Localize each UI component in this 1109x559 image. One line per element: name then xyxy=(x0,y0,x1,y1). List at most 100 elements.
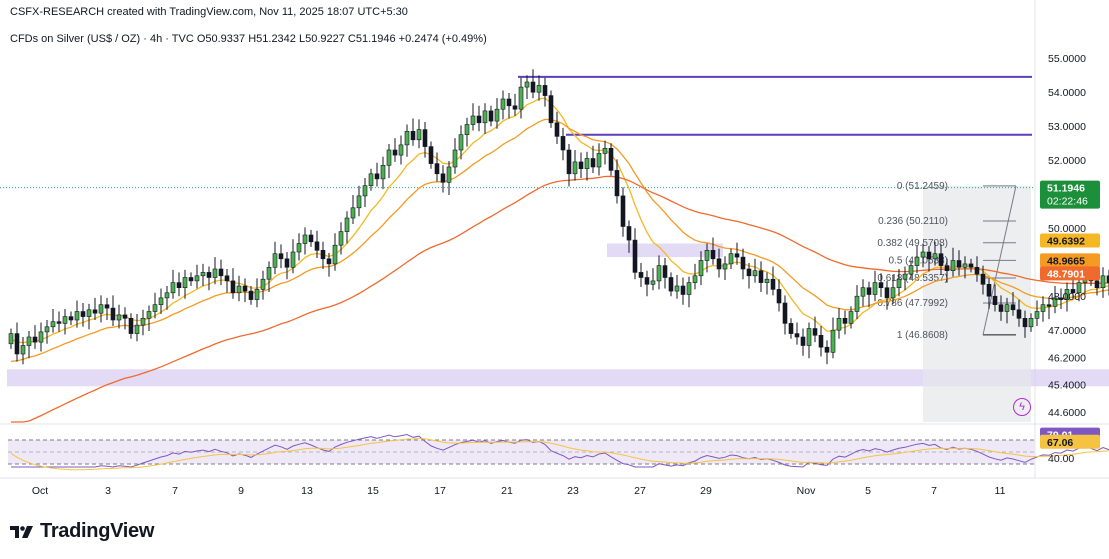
candle-body xyxy=(512,105,518,110)
fib-level-label: 0.618 (48.5357) xyxy=(877,273,948,284)
candle-body xyxy=(26,336,32,346)
time-tick-label: 21 xyxy=(501,485,513,497)
rsi-tag-bg xyxy=(1040,434,1100,449)
candle-body xyxy=(536,85,542,93)
candle-body xyxy=(992,295,998,306)
candle-body xyxy=(794,333,800,338)
candle-body xyxy=(704,250,710,261)
candle-body xyxy=(320,250,326,260)
candle-body xyxy=(752,270,758,277)
candle-body xyxy=(926,251,932,260)
candle-body xyxy=(506,98,512,107)
candle-body xyxy=(86,309,92,317)
candle-body xyxy=(272,253,278,268)
candle-body xyxy=(260,278,266,290)
candle-body xyxy=(380,165,386,180)
candle-body xyxy=(716,258,722,270)
candle-body xyxy=(488,110,494,122)
time-tick-label: 9 xyxy=(238,485,244,497)
price-tag-bg xyxy=(1040,266,1100,281)
fib-level-label: 0.786 (47.7992) xyxy=(877,298,948,309)
candle-body xyxy=(338,231,344,246)
candle-body xyxy=(608,148,614,171)
candle-body xyxy=(386,149,392,166)
candle-body xyxy=(572,161,578,175)
candle-body xyxy=(860,287,866,297)
candle-body xyxy=(908,265,914,275)
candle-body xyxy=(1004,304,1010,312)
candle-body xyxy=(416,129,422,141)
candle-body xyxy=(896,278,902,289)
price-tick-label: 47.0000 xyxy=(1048,325,1086,337)
candle-body xyxy=(746,268,752,277)
candle-body xyxy=(74,311,80,321)
time-tick-label: 29 xyxy=(700,485,712,497)
symbol-legend[interactable]: CFDs on Silver (US$ / OZ) · 4h · TVC O50… xyxy=(10,33,487,45)
candle-body xyxy=(152,304,158,312)
candle-body xyxy=(1022,317,1028,328)
candle-body xyxy=(1034,311,1040,319)
candle-body xyxy=(668,277,674,292)
candle-body xyxy=(62,316,68,324)
candle-body xyxy=(968,263,974,268)
candle-body xyxy=(350,207,356,219)
candle-body xyxy=(980,273,986,285)
candle-body xyxy=(842,317,848,324)
rsi-ma-line xyxy=(10,437,1109,471)
candle-body xyxy=(1028,317,1034,328)
price-tick-label: 55.0000 xyxy=(1048,53,1086,65)
candle-body xyxy=(440,173,446,183)
candle-body xyxy=(188,277,194,282)
candle-body xyxy=(1064,289,1070,300)
time-tick-label: 7 xyxy=(931,485,937,497)
candle-body xyxy=(56,321,62,324)
candle-body xyxy=(428,146,434,164)
candle-body xyxy=(854,295,860,312)
candle-body xyxy=(812,328,818,336)
candle-body xyxy=(818,334,824,348)
rsi-tag-label: 67.06 xyxy=(1047,437,1073,449)
candle-body xyxy=(566,149,572,175)
candle-body xyxy=(662,265,668,278)
tradingview-logo-icon xyxy=(10,525,33,538)
price-tick-label: 44.6000 xyxy=(1048,407,1086,419)
candle-body xyxy=(1058,297,1064,300)
candle-body xyxy=(98,304,104,314)
candle-body xyxy=(938,253,944,266)
price-tick-label: 53.0000 xyxy=(1048,121,1086,133)
candle-body xyxy=(446,166,452,183)
candle-body xyxy=(590,158,596,168)
price-tick-label: 48.0000 xyxy=(1048,291,1086,303)
candle-body xyxy=(122,314,128,319)
candle-body xyxy=(458,134,464,151)
candle-body xyxy=(596,153,602,168)
candle-body xyxy=(710,250,716,260)
candle-body xyxy=(800,336,806,346)
candle-body xyxy=(1052,297,1058,307)
rsi-tick-label: 40.00 xyxy=(1048,453,1074,465)
candle-body xyxy=(974,266,980,275)
candle-body xyxy=(914,256,920,266)
candle-body xyxy=(500,98,506,110)
candle-body xyxy=(950,260,956,271)
candle-body xyxy=(524,81,530,88)
candle-body xyxy=(206,272,212,278)
candle-body xyxy=(578,161,584,169)
candle-body xyxy=(248,290,254,300)
candle-body xyxy=(722,263,728,270)
candle-body xyxy=(728,253,734,265)
candle-body xyxy=(518,86,524,110)
candle-body xyxy=(20,345,26,355)
candle-body xyxy=(890,287,896,299)
flash-icon[interactable]: ϟ xyxy=(1013,398,1031,416)
candle-body xyxy=(470,115,476,125)
candle-body xyxy=(140,317,146,326)
candle-body xyxy=(134,324,140,334)
candle-body xyxy=(242,285,248,292)
candle-body xyxy=(50,321,56,328)
attribution-text: CSFX-RESEARCH created with TradingView.c… xyxy=(10,6,408,18)
candle-body xyxy=(38,331,44,343)
candle-body xyxy=(764,278,770,283)
candle-body xyxy=(1046,304,1052,307)
